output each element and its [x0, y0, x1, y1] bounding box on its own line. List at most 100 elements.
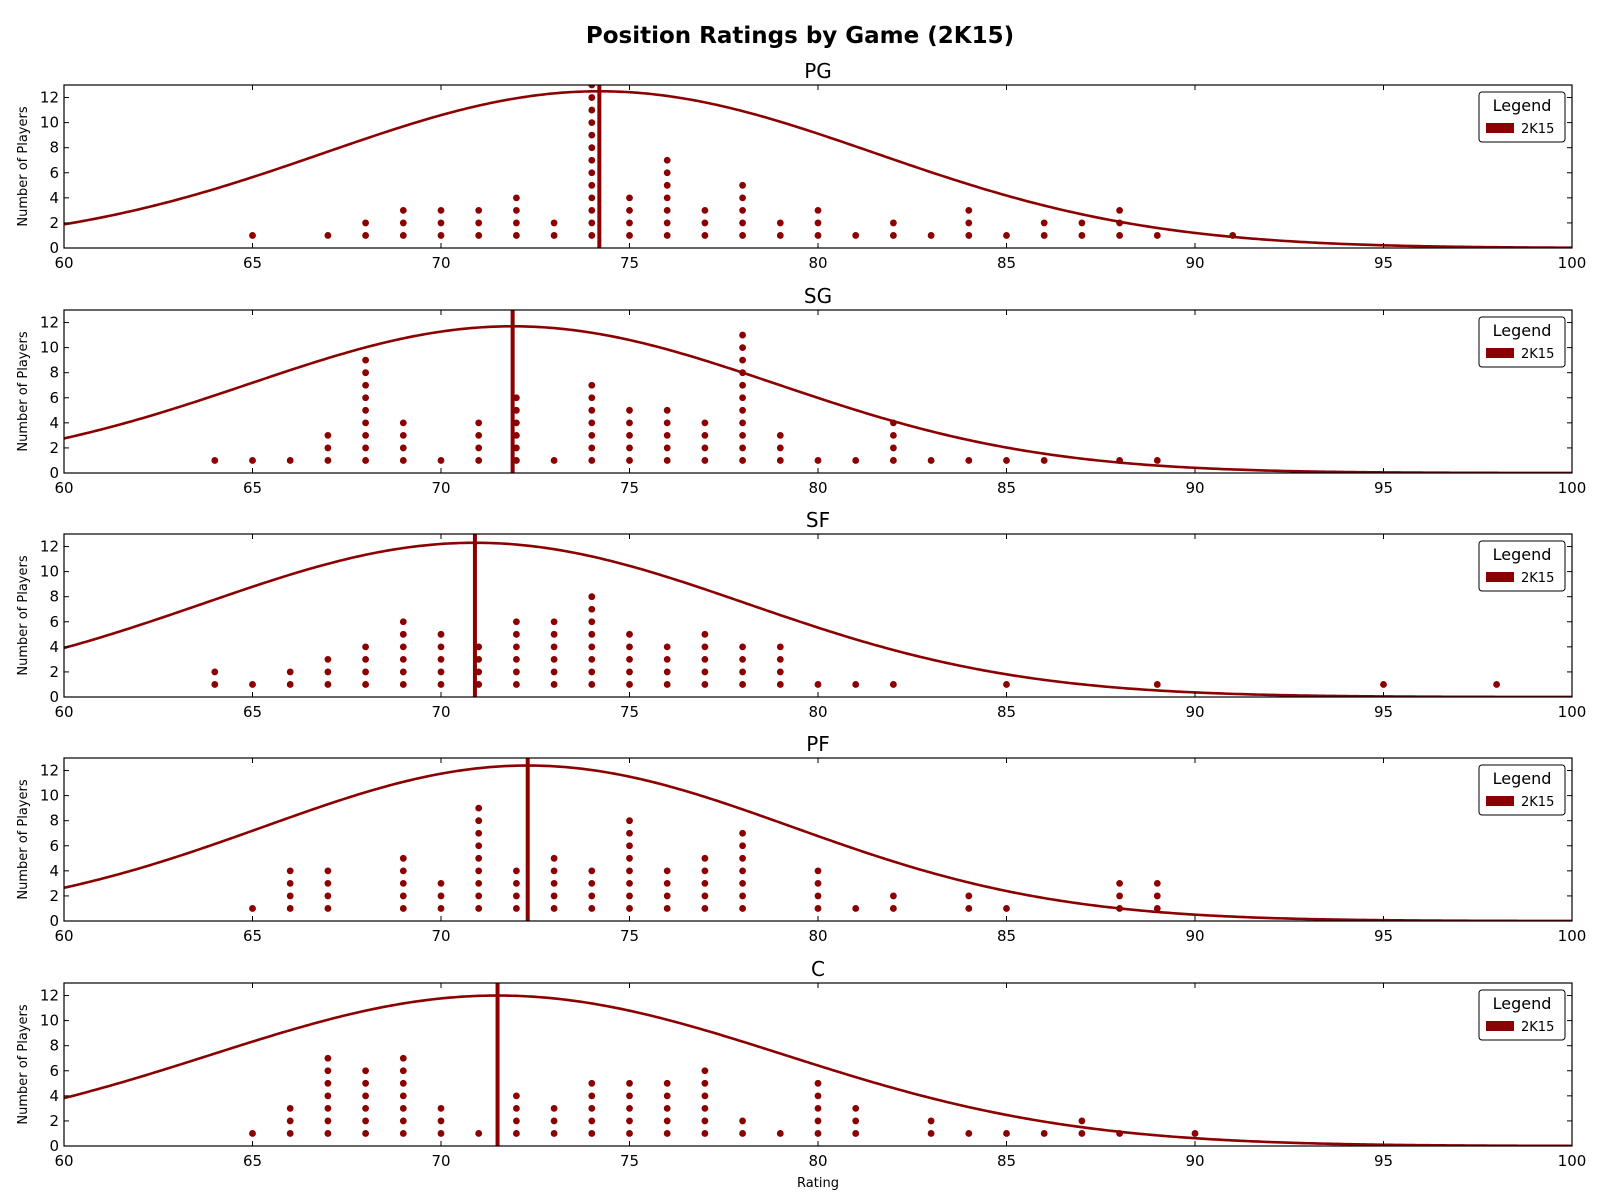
data-point	[701, 1092, 709, 1100]
data-point	[399, 655, 407, 663]
data-point	[513, 457, 520, 464]
data-point	[1040, 457, 1048, 464]
data-point	[776, 444, 784, 452]
data-point	[437, 1117, 445, 1125]
y-tick-label: 0	[49, 912, 59, 930]
data-point	[513, 655, 520, 663]
data-point	[588, 85, 596, 89]
data-point	[626, 232, 633, 239]
data-point	[701, 457, 709, 464]
data-point	[513, 905, 520, 912]
data-point	[362, 1130, 369, 1137]
x-tick-label: 70	[431, 1152, 450, 1170]
data-point	[588, 618, 596, 626]
data-point	[965, 457, 973, 464]
data-point	[663, 219, 671, 227]
data-point	[739, 219, 746, 227]
data-point	[626, 1117, 633, 1125]
distribution-curve	[64, 324, 1572, 473]
data-point	[663, 431, 671, 439]
data-point	[814, 206, 822, 214]
plot-area	[64, 310, 1572, 473]
data-point	[324, 1092, 332, 1100]
x-tick-label: 85	[997, 927, 1016, 945]
data-point	[399, 618, 407, 626]
data-point	[701, 1130, 709, 1137]
data-point	[513, 206, 520, 214]
data-point	[852, 905, 860, 912]
data-point	[362, 356, 369, 364]
data-point	[513, 219, 520, 227]
data-point	[927, 457, 935, 464]
legend-swatch	[1486, 348, 1514, 358]
data-point	[663, 655, 671, 663]
data-point	[550, 892, 558, 900]
data-point	[663, 206, 671, 214]
data-point	[475, 419, 483, 427]
data-point	[814, 867, 822, 875]
data-point	[890, 457, 897, 464]
data-point	[588, 867, 596, 875]
data-point	[814, 457, 822, 464]
data-point	[399, 1054, 407, 1062]
data-point	[588, 232, 596, 239]
y-tick-label: 6	[49, 1062, 59, 1080]
data-point	[814, 892, 822, 900]
legend-title: Legend	[1493, 769, 1552, 788]
data-point	[663, 169, 671, 177]
data-point	[739, 181, 746, 189]
data-point	[399, 905, 407, 912]
data-point	[1078, 232, 1086, 239]
data-point	[475, 892, 483, 900]
data-point	[362, 394, 369, 402]
data-point	[814, 1117, 822, 1125]
axes-frame	[63, 309, 1573, 474]
data-point	[626, 681, 633, 688]
data-point	[626, 854, 633, 862]
data-point	[739, 381, 746, 389]
data-point	[626, 219, 633, 227]
x-tick-label: 80	[808, 1152, 827, 1170]
data-point	[588, 605, 596, 613]
data-point	[475, 804, 483, 812]
data-point	[513, 630, 520, 638]
data-point	[475, 206, 483, 214]
data-point	[588, 194, 596, 202]
data-point	[513, 1130, 520, 1137]
data-point	[1116, 206, 1123, 214]
data-point	[399, 681, 407, 688]
data-point	[475, 643, 483, 651]
x-tick-label: 60	[54, 479, 73, 497]
y-tick-label: 12	[40, 538, 59, 556]
data-point	[852, 1130, 860, 1137]
data-point	[475, 854, 483, 862]
data-point	[739, 406, 746, 414]
data-point	[739, 668, 746, 676]
data-point	[211, 457, 219, 464]
data-point	[399, 431, 407, 439]
data-point	[927, 1117, 935, 1125]
data-point	[362, 381, 369, 389]
x-tick-label: 65	[243, 703, 262, 721]
distribution-curve	[64, 541, 1572, 697]
data-point	[249, 457, 256, 464]
data-point	[588, 106, 596, 114]
y-tick-label: 0	[49, 464, 59, 482]
data-point	[437, 206, 445, 214]
data-point	[739, 344, 746, 352]
data-point	[814, 219, 822, 227]
data-point	[550, 1117, 558, 1125]
data-point	[739, 232, 746, 239]
data-point	[1116, 232, 1123, 239]
y-tick-label: 10	[40, 1012, 59, 1030]
data-point	[739, 905, 746, 912]
data-point	[701, 1067, 709, 1075]
data-point	[814, 1079, 822, 1087]
data-point	[399, 1117, 407, 1125]
x-tick-label: 75	[620, 254, 639, 272]
data-point	[399, 668, 407, 676]
data-point	[324, 655, 332, 663]
data-point	[286, 668, 294, 676]
data-point	[286, 905, 294, 912]
